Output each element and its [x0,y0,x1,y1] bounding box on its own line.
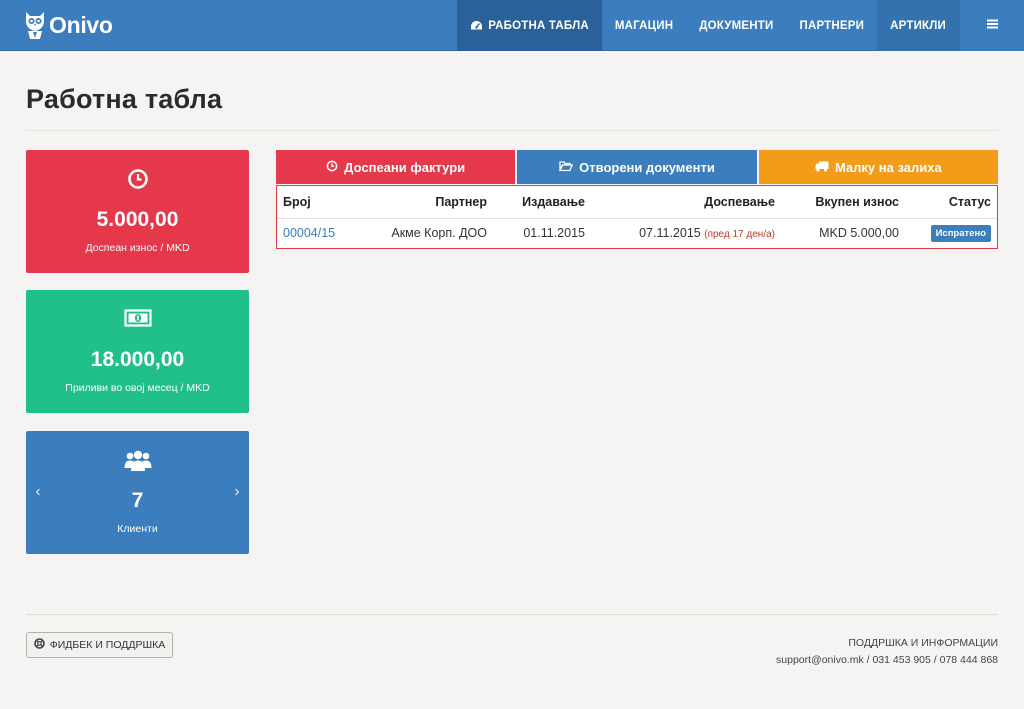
stat-label: Приливи во овој месец / MKD [65,382,210,394]
stat-card-clients: ‹ › 7 Клиенти [26,431,249,554]
column-header-total[interactable]: Вкупен износ [781,186,905,219]
cell-total: MKD 5.000,00 [819,226,899,241]
hamburger-icon [986,19,998,32]
nav-item-articles[interactable]: АРТИКЛИ [877,0,959,51]
nav-item-label: ПАРТНЕРИ [799,19,865,32]
dashboard-icon [470,20,483,31]
cell-issued: 01.11.2015 [523,226,585,241]
support-contact: support@onivo.mk / 031 453 905 / 078 444… [776,654,998,666]
brand-logo[interactable]: Onivo [24,8,113,42]
table-row[interactable]: 00004/15 Акме Корп. ДОО 01.11.2015 07.11… [277,218,997,248]
folder-open-icon [559,160,574,175]
users-icon [26,449,249,473]
cell-status: Испратено [905,218,997,248]
due-date: 07.11.2015 [639,226,701,241]
support-title: ПОДДРШКА И ИНФОРМАЦИИ [848,637,998,649]
nav-divider [959,0,960,51]
brand-name: Onivo [49,11,113,38]
stat-value: 18.000,00 [90,348,185,371]
clock-icon [26,168,249,190]
menu-toggle-button[interactable] [960,0,1024,51]
feedback-support-button[interactable]: ФИДБЕК И ПОДДРШКА [26,632,173,658]
nav-item-label: РАБОТНА ТАБЛА [488,19,589,32]
footer-divider [26,614,998,615]
next-arrow-icon[interactable]: › [234,483,240,500]
stat-label: Клиенти [117,523,158,535]
previous-arrow-icon[interactable]: ‹ [35,483,41,500]
column-header-due[interactable]: Доспевање [591,186,781,219]
dashboard-tabs: Доспеани фактури Отворени документи Малк… [276,150,998,184]
main-nav: РАБОТНА ТАБЛА МАГАЦИН ДОКУМЕНТИ ПАРТНЕРИ… [457,0,1024,51]
stat-label: Доспеан износ / MKD [85,242,190,254]
cell-partner: Акме Корп. ДОО [391,226,487,241]
nav-item-warehouse[interactable]: МАГАЦИН [602,0,686,51]
owl-logo-icon [26,12,44,39]
column-header-status[interactable]: Статус [905,186,997,219]
tab-open-documents[interactable]: Отворени документи [517,150,757,184]
invoice-link[interactable]: 00004/15 [283,226,336,241]
stat-card-inflows: 18.000,00 Приливи во овој месец / MKD [26,290,249,413]
top-navbar: Onivo РАБОТНА ТАБЛА МАГАЦИН ДОКУМЕНТИ ПА… [0,0,1024,51]
nav-item-partners[interactable]: ПАРТНЕРИ [786,0,877,51]
column-header-issued[interactable]: Издавање [493,186,591,219]
nav-item-dashboard[interactable]: РАБОТНА ТАБЛА [457,0,602,51]
column-header-number[interactable]: Број [277,186,357,219]
column-header-partner[interactable]: Партнер [357,186,493,219]
tab-label: Отворени документи [579,159,715,175]
tab-overdue-invoices[interactable]: Доспеани фактури [276,150,516,184]
tab-low-stock[interactable]: Малку на залиха [758,150,998,184]
tab-label: Малку на залиха [834,159,942,175]
stat-value: 5.000,00 [96,208,179,231]
truck-icon [815,160,829,175]
clock-icon [326,160,338,175]
support-info: ПОДДРШКА И ИНФОРМАЦИИ support@onivo.mk /… [776,635,998,669]
lifebuoy-icon [33,638,45,652]
feedback-label: ФИДБЕК И ПОДДРШКА [49,639,166,651]
tab-label: Доспеани фактури [344,159,466,175]
nav-item-label: ДОКУМЕНТИ [699,19,774,32]
money-icon [26,308,249,328]
nav-item-label: МАГАЦИН [614,19,674,32]
cell-number[interactable]: 00004/15 [277,218,357,248]
status-badge: Испратено [930,224,991,242]
overdue-invoices-table: Број Партнер Издавање Доспевање Вкупен и… [276,185,998,249]
stat-value: 7 [131,489,144,512]
page-title: Работна табла [26,84,223,114]
cell-due: 07.11.2015 (пред 17 ден/а) [591,218,781,248]
divider [26,130,998,131]
overdue-note: (пред 17 ден/а) [704,229,775,241]
nav-item-documents[interactable]: ДОКУМЕНТИ [686,0,786,51]
stat-card-overdue: 5.000,00 Доспеан износ / MKD [26,150,249,273]
nav-item-label: АРТИКЛИ [890,19,946,32]
table-header-row: Број Партнер Издавање Доспевање Вкупен и… [277,186,997,219]
